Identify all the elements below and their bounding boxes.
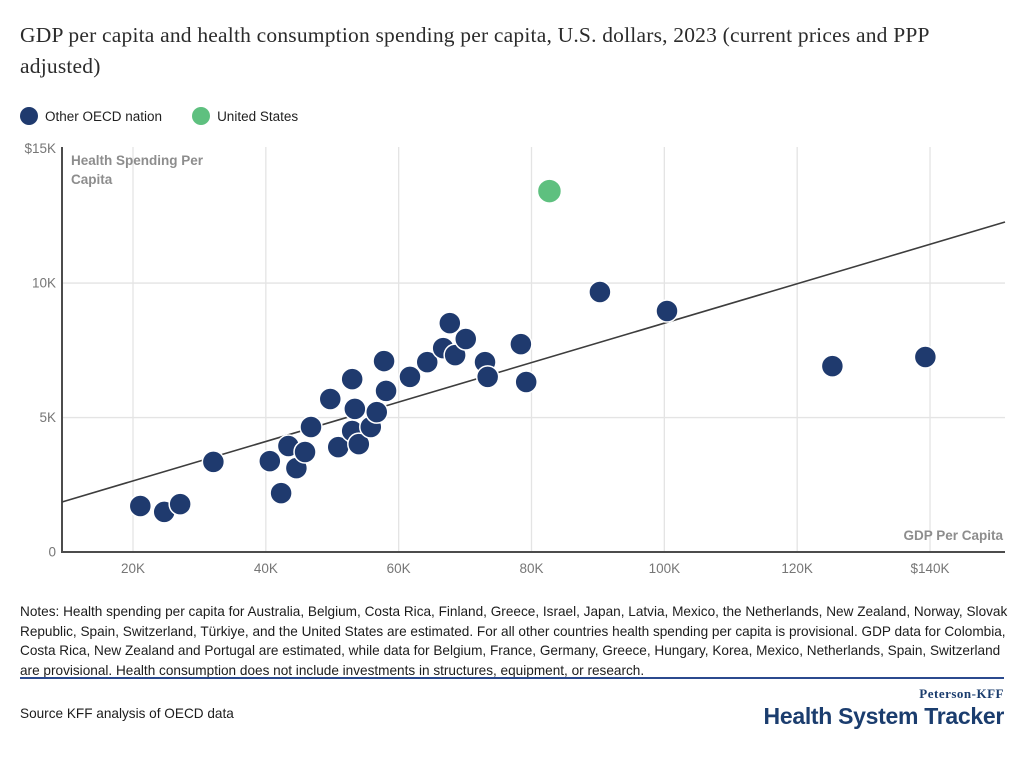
y-axis-title: Health Spending Per Capita xyxy=(71,153,204,187)
legend: Other OECD nation United States xyxy=(20,107,298,125)
legend-label-united-states: United States xyxy=(217,108,299,124)
oecd-country-dot[interactable] xyxy=(343,397,367,421)
oecd-country-dot[interactable] xyxy=(509,332,533,356)
oecd-country-dot[interactable] xyxy=(438,311,462,335)
oecd-country-dot[interactable] xyxy=(820,354,845,378)
x-tick-label: 40K xyxy=(254,561,278,576)
oecd-country-dot[interactable] xyxy=(293,440,317,464)
oecd-country-dot[interactable] xyxy=(201,450,226,474)
x-tick-label: 100K xyxy=(649,561,681,576)
oecd-country-dot[interactable] xyxy=(128,494,153,518)
oecd-country-dot[interactable] xyxy=(475,365,500,389)
x-axis-title: GDP Per Capita xyxy=(903,528,1003,543)
legend-item-united-states[interactable]: United States xyxy=(192,107,298,125)
united-states-dot[interactable] xyxy=(536,178,563,204)
y-tick-label: 5K xyxy=(39,410,56,425)
oecd-country-dot[interactable] xyxy=(655,299,679,323)
oecd-country-dot[interactable] xyxy=(269,481,293,505)
x-tick-label: 60K xyxy=(387,561,411,576)
oecd-country-dot[interactable] xyxy=(365,400,389,424)
legend-label-other-oecd: Other OECD nation xyxy=(45,108,163,124)
oecd-country-dot[interactable] xyxy=(374,379,398,403)
notes-text: Notes: Health spending per capita for Au… xyxy=(20,604,1008,678)
oecd-country-dot[interactable] xyxy=(258,449,282,473)
x-tick-label: 120K xyxy=(781,561,813,576)
united-states-dot-icon xyxy=(192,107,211,125)
x-tick-label: 20K xyxy=(121,561,145,576)
oecd-country-dot[interactable] xyxy=(588,280,612,304)
y-tick-label: 10K xyxy=(32,276,56,291)
oecd-country-dot[interactable] xyxy=(514,370,538,394)
source-text: Source KFF analysis of OECD data xyxy=(20,706,234,721)
oecd-country-dot[interactable] xyxy=(347,432,371,456)
oecd-country-dot[interactable] xyxy=(340,367,364,391)
oecd-country-dot[interactable] xyxy=(168,492,192,516)
oecd-country-dot[interactable] xyxy=(318,387,343,411)
x-tick-label: 80K xyxy=(519,561,543,576)
health-system-tracker-logo: Peterson-KFF Health System Tracker xyxy=(763,686,1005,730)
chart-title: GDP per capita and health consumption sp… xyxy=(20,23,929,78)
oecd-country-dot[interactable] xyxy=(454,327,478,351)
logo-health-system-tracker: Health System Tracker xyxy=(763,703,1005,729)
oecd-country-dot[interactable] xyxy=(398,365,422,389)
scatter-plot[interactable]: 20K 40K 60K 80K 100K 120K $140K 0 5K 10K $15K xyxy=(0,0,1024,600)
y-tick-label: 0 xyxy=(48,545,56,560)
legend-item-other-oecd[interactable]: Other OECD nation xyxy=(20,107,162,125)
logo-peterson-kff: Peterson-KFF xyxy=(919,686,1004,701)
oecd-country-dot[interactable] xyxy=(372,349,396,373)
other-oecd-dot-icon xyxy=(20,107,38,125)
footer-divider xyxy=(20,677,1004,679)
oecd-country-dot[interactable] xyxy=(299,415,323,439)
oecd-country-dot[interactable] xyxy=(415,350,439,374)
x-tick-label: $140K xyxy=(910,561,949,576)
y-tick-label: $15K xyxy=(24,141,56,156)
oecd-country-dot[interactable] xyxy=(443,343,467,367)
oecd-country-dot[interactable] xyxy=(913,345,938,369)
